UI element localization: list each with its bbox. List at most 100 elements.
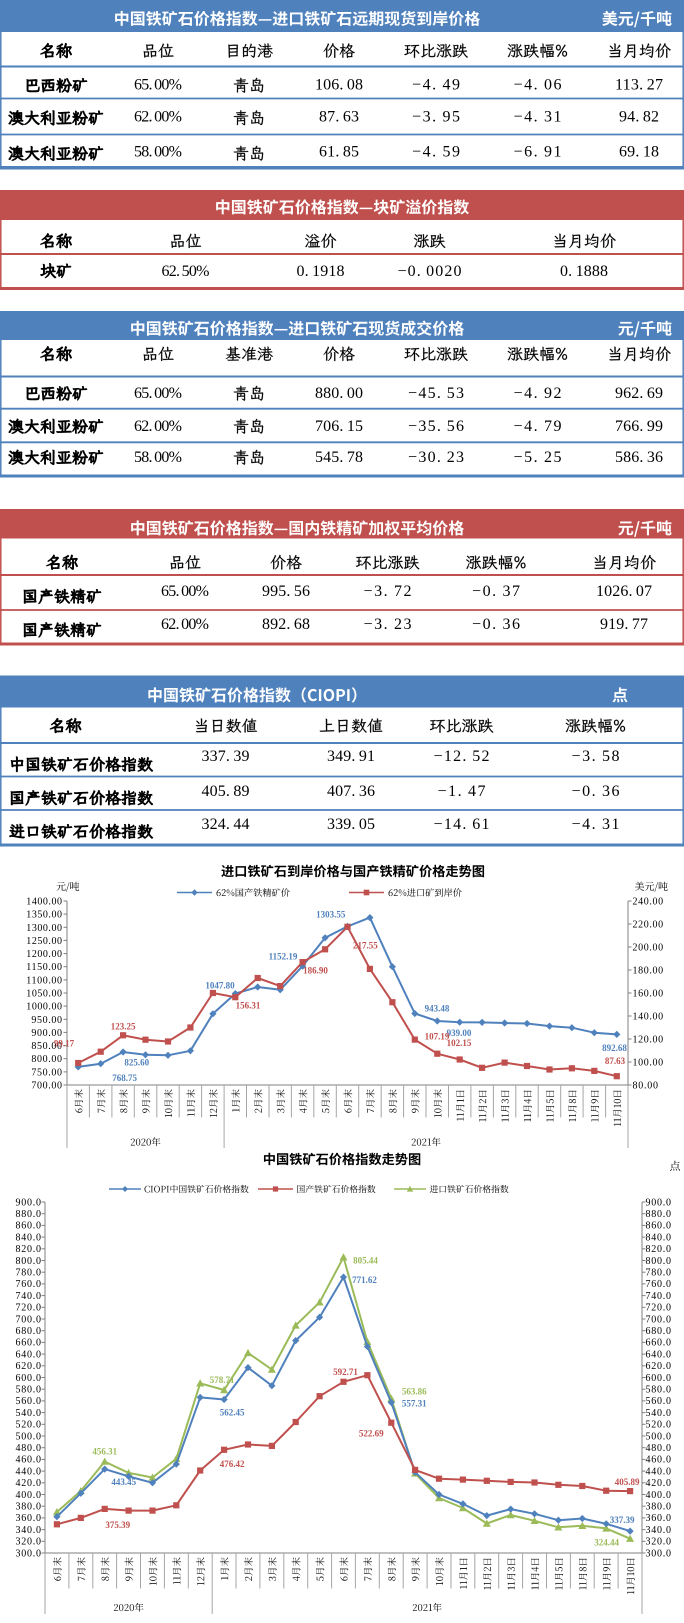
svg-text:522.69: 522.69: [359, 1429, 384, 1439]
svg-text:943.48: 943.48: [425, 1004, 450, 1014]
svg-text:−3. 95: −3. 95: [412, 109, 460, 126]
svg-text:919. 77: 919. 77: [600, 616, 648, 633]
svg-text:480.0: 480.0: [646, 1443, 672, 1454]
svg-text:−4. 59: −4. 59: [412, 144, 460, 161]
svg-text:217.55: 217.55: [353, 941, 378, 951]
svg-text:600.0: 600.0: [646, 1373, 672, 1384]
svg-text:825.60: 825.60: [124, 1058, 149, 1068]
svg-text:892.68: 892.68: [602, 1043, 627, 1053]
svg-text:700.0: 700.0: [16, 1314, 42, 1325]
svg-text:860.0: 860.0: [646, 1221, 672, 1232]
svg-text:340.0: 340.0: [16, 1525, 42, 1536]
svg-text:660.0: 660.0: [16, 1338, 42, 1349]
svg-text:−0. 0020: −0. 0020: [398, 263, 462, 280]
svg-text:700.00: 700.00: [31, 1081, 62, 1092]
svg-text:580.0: 580.0: [16, 1385, 42, 1396]
svg-text:339. 05: 339. 05: [327, 816, 375, 833]
svg-text:99.17: 99.17: [54, 1039, 75, 1049]
svg-text:−1. 47: −1. 47: [438, 783, 486, 800]
svg-text:−3. 58: −3. 58: [572, 748, 620, 765]
svg-text:805.44: 805.44: [353, 1255, 378, 1265]
svg-text:360.0: 360.0: [16, 1513, 42, 1524]
svg-text:720.0: 720.0: [646, 1303, 672, 1314]
svg-text:120.00: 120.00: [633, 1035, 664, 1046]
svg-text:400.0: 400.0: [16, 1490, 42, 1501]
svg-text:800.0: 800.0: [16, 1256, 42, 1267]
svg-text:520.0: 520.0: [646, 1420, 672, 1431]
svg-text:766. 99: 766. 99: [615, 418, 663, 435]
svg-text:1150.00: 1150.00: [26, 962, 62, 973]
svg-text:380.0: 380.0: [16, 1502, 42, 1513]
svg-text:900.0: 900.0: [16, 1197, 42, 1208]
svg-text:300.0: 300.0: [16, 1548, 42, 1559]
svg-text:850.00: 850.00: [31, 1041, 62, 1052]
svg-text:860.0: 860.0: [16, 1221, 42, 1232]
svg-text:160.00: 160.00: [633, 989, 664, 1000]
svg-text:780.0: 780.0: [646, 1268, 672, 1279]
svg-text:820.0: 820.0: [646, 1244, 672, 1255]
svg-text:420.0: 420.0: [16, 1478, 42, 1489]
svg-text:620.0: 620.0: [646, 1361, 672, 1372]
svg-text:892. 68: 892. 68: [262, 616, 310, 633]
svg-text:1300.00: 1300.00: [26, 923, 62, 934]
svg-text:65. 00%: 65. 00%: [161, 583, 209, 600]
svg-text:1350.00: 1350.00: [26, 910, 62, 921]
svg-text:540.0: 540.0: [16, 1408, 42, 1419]
svg-text:900.0: 900.0: [646, 1197, 672, 1208]
svg-text:405.89: 405.89: [615, 1477, 640, 1487]
svg-text:557.31: 557.31: [402, 1399, 427, 1409]
svg-text:760.0: 760.0: [16, 1279, 42, 1290]
svg-text:740.0: 740.0: [646, 1291, 672, 1302]
svg-text:880.0: 880.0: [16, 1209, 42, 1220]
svg-text:800.0: 800.0: [646, 1256, 672, 1267]
svg-text:480.0: 480.0: [16, 1443, 42, 1454]
svg-text:−4. 06: −4. 06: [514, 77, 562, 94]
svg-text:−0. 36: −0. 36: [572, 783, 620, 800]
svg-text:680.0: 680.0: [16, 1326, 42, 1337]
svg-text:476.42: 476.42: [220, 1459, 245, 1469]
svg-text:443.45: 443.45: [111, 1477, 136, 1487]
svg-text:440.0: 440.0: [646, 1466, 672, 1477]
svg-text:405. 89: 405. 89: [202, 783, 250, 800]
svg-text:200.00: 200.00: [633, 943, 664, 954]
svg-text:62. 00%: 62. 00%: [134, 418, 182, 435]
svg-text:337.39: 337.39: [610, 1515, 635, 1525]
svg-text:−12. 52: −12. 52: [434, 748, 490, 765]
svg-text:680.0: 680.0: [646, 1326, 672, 1337]
svg-text:768.75: 768.75: [112, 1073, 137, 1083]
svg-text:320.0: 320.0: [16, 1537, 42, 1548]
svg-text:500.0: 500.0: [646, 1431, 672, 1442]
svg-text:500.0: 500.0: [16, 1431, 42, 1442]
svg-text:962. 69: 962. 69: [615, 385, 663, 402]
svg-text:337. 39: 337. 39: [202, 748, 250, 765]
svg-text:1000.00: 1000.00: [26, 1002, 62, 1013]
svg-text:939.00: 939.00: [447, 1028, 472, 1038]
svg-text:87. 63: 87. 63: [319, 109, 359, 126]
svg-text:94. 82: 94. 82: [619, 109, 659, 126]
svg-text:620.0: 620.0: [16, 1361, 42, 1372]
svg-text:69. 18: 69. 18: [619, 144, 659, 161]
svg-text:−5. 25: −5. 25: [514, 449, 562, 466]
svg-text:586. 36: 586. 36: [615, 449, 663, 466]
svg-text:−4. 92: −4. 92: [514, 385, 562, 402]
svg-text:320.0: 320.0: [646, 1537, 672, 1548]
svg-text:840.0: 840.0: [646, 1232, 672, 1243]
svg-text:375.39: 375.39: [105, 1520, 130, 1530]
svg-text:820.0: 820.0: [16, 1244, 42, 1255]
svg-text:123.25: 123.25: [111, 1022, 136, 1032]
svg-text:560.0: 560.0: [16, 1396, 42, 1407]
svg-text:420.0: 420.0: [646, 1478, 672, 1489]
svg-text:113. 27: 113. 27: [615, 77, 663, 94]
svg-text:1047.80: 1047.80: [205, 981, 235, 991]
svg-text:0. 1888: 0. 1888: [560, 263, 608, 280]
svg-text:1200.00: 1200.00: [26, 949, 62, 960]
svg-text:−4. 31: −4. 31: [514, 109, 562, 126]
svg-text:900.00: 900.00: [31, 1028, 62, 1039]
svg-text:578.71: 578.71: [210, 1375, 235, 1385]
svg-text:−4. 79: −4. 79: [514, 418, 562, 435]
svg-text:563.86: 563.86: [402, 1387, 427, 1397]
svg-text:800.00: 800.00: [31, 1054, 62, 1065]
svg-text:1100.00: 1100.00: [26, 975, 62, 986]
svg-text:1400.00: 1400.00: [26, 897, 62, 908]
svg-text:−14. 61: −14. 61: [434, 816, 490, 833]
